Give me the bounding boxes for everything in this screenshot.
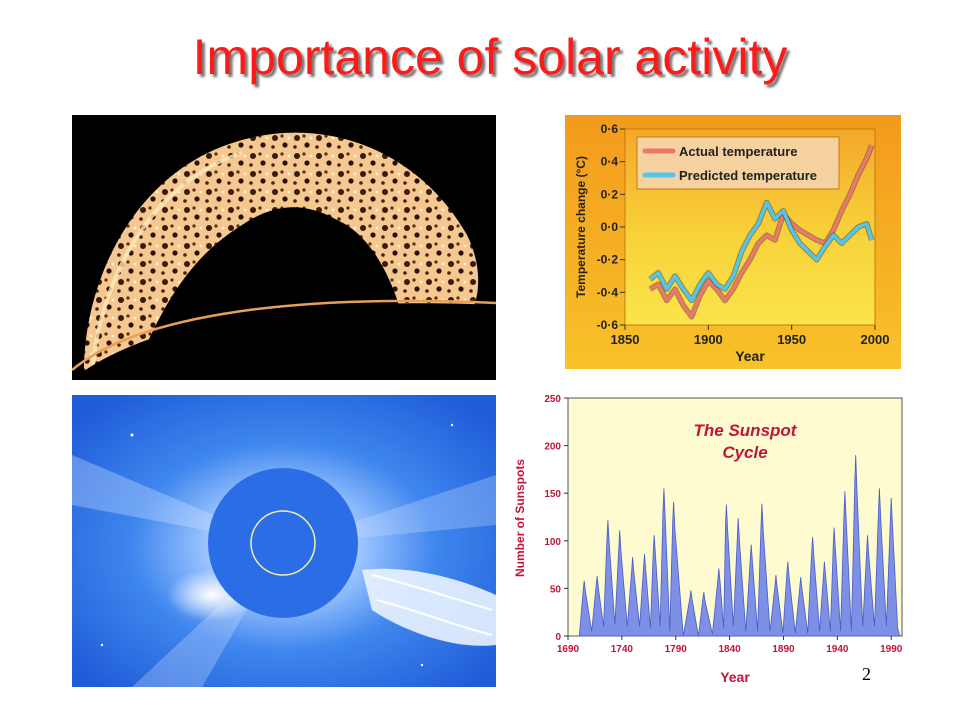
x-tick-label: 1690 <box>557 644 580 655</box>
y-tick-label: 0·6 <box>601 122 619 136</box>
y-tick-label: 200 <box>544 442 561 453</box>
y-tick-label: 150 <box>544 489 561 500</box>
x-tick-label: 1740 <box>611 644 634 655</box>
x-tick-label: 1940 <box>826 644 849 655</box>
y-tick-label: -0·4 <box>597 285 619 299</box>
solar-prominence-image <box>72 115 496 380</box>
legend-box <box>636 136 840 190</box>
sunspot-chart: 0 50 100 150 200 250 1690 1740 1790 1840 1890 1940… <box>510 388 910 688</box>
prominence-arch <box>83 132 479 377</box>
sun-outline <box>250 510 316 576</box>
x-axis-label: Year <box>735 348 765 364</box>
y-tick-label: 250 <box>544 394 561 405</box>
y-axis-label: Number of Sunspots <box>513 459 527 577</box>
chart-title-line-2: Cycle <box>722 443 767 462</box>
x-tick-label: 1790 <box>665 644 688 655</box>
y-axis-label: Temperature change (°C) <box>574 156 588 298</box>
x-tick-label: 2000 <box>861 332 890 347</box>
y-tick-label: 50 <box>550 584 562 595</box>
legend-label-actual: Actual temperature <box>679 144 797 159</box>
slide-title: Importance of solar activity <box>192 29 788 85</box>
series-line-predicted <box>648 200 874 303</box>
y-tick-label: 0 <box>555 632 561 643</box>
sun-disk <box>72 303 496 380</box>
x-tick-label: 1990 <box>880 644 903 655</box>
x-axis-label: Year <box>720 669 750 685</box>
y-tick-label: 0·2 <box>601 187 619 201</box>
chart-title-line-1: The Sunspot <box>694 421 798 440</box>
y-tick-label: 0·4 <box>601 155 619 169</box>
sunspot-series-area <box>573 455 901 637</box>
occulting-disk <box>208 468 358 618</box>
legend-label-predicted: Predicted temperature <box>679 168 817 183</box>
y-tick-label: 0·0 <box>601 220 619 234</box>
y-tick-label: -0·6 <box>597 318 619 332</box>
y-tick-label: -0·2 <box>597 253 619 267</box>
coronagraph-cme-image <box>72 395 496 687</box>
x-tick-label: 1840 <box>718 644 741 655</box>
x-tick-label: 1950 <box>777 332 806 347</box>
series-line-actual <box>649 144 874 319</box>
x-tick-label: 1900 <box>694 332 723 347</box>
solar-limb <box>72 299 496 371</box>
temperature-chart: 0·6 0·4 0·2 0·0 -0·2 -0·4 -0·6 1850 1900 1950 200… <box>565 115 901 369</box>
x-tick-label: 1890 <box>772 644 795 655</box>
y-tick-label: 100 <box>544 537 561 548</box>
x-tick-label: 1850 <box>611 332 640 347</box>
page-number: 2 <box>862 664 871 684</box>
